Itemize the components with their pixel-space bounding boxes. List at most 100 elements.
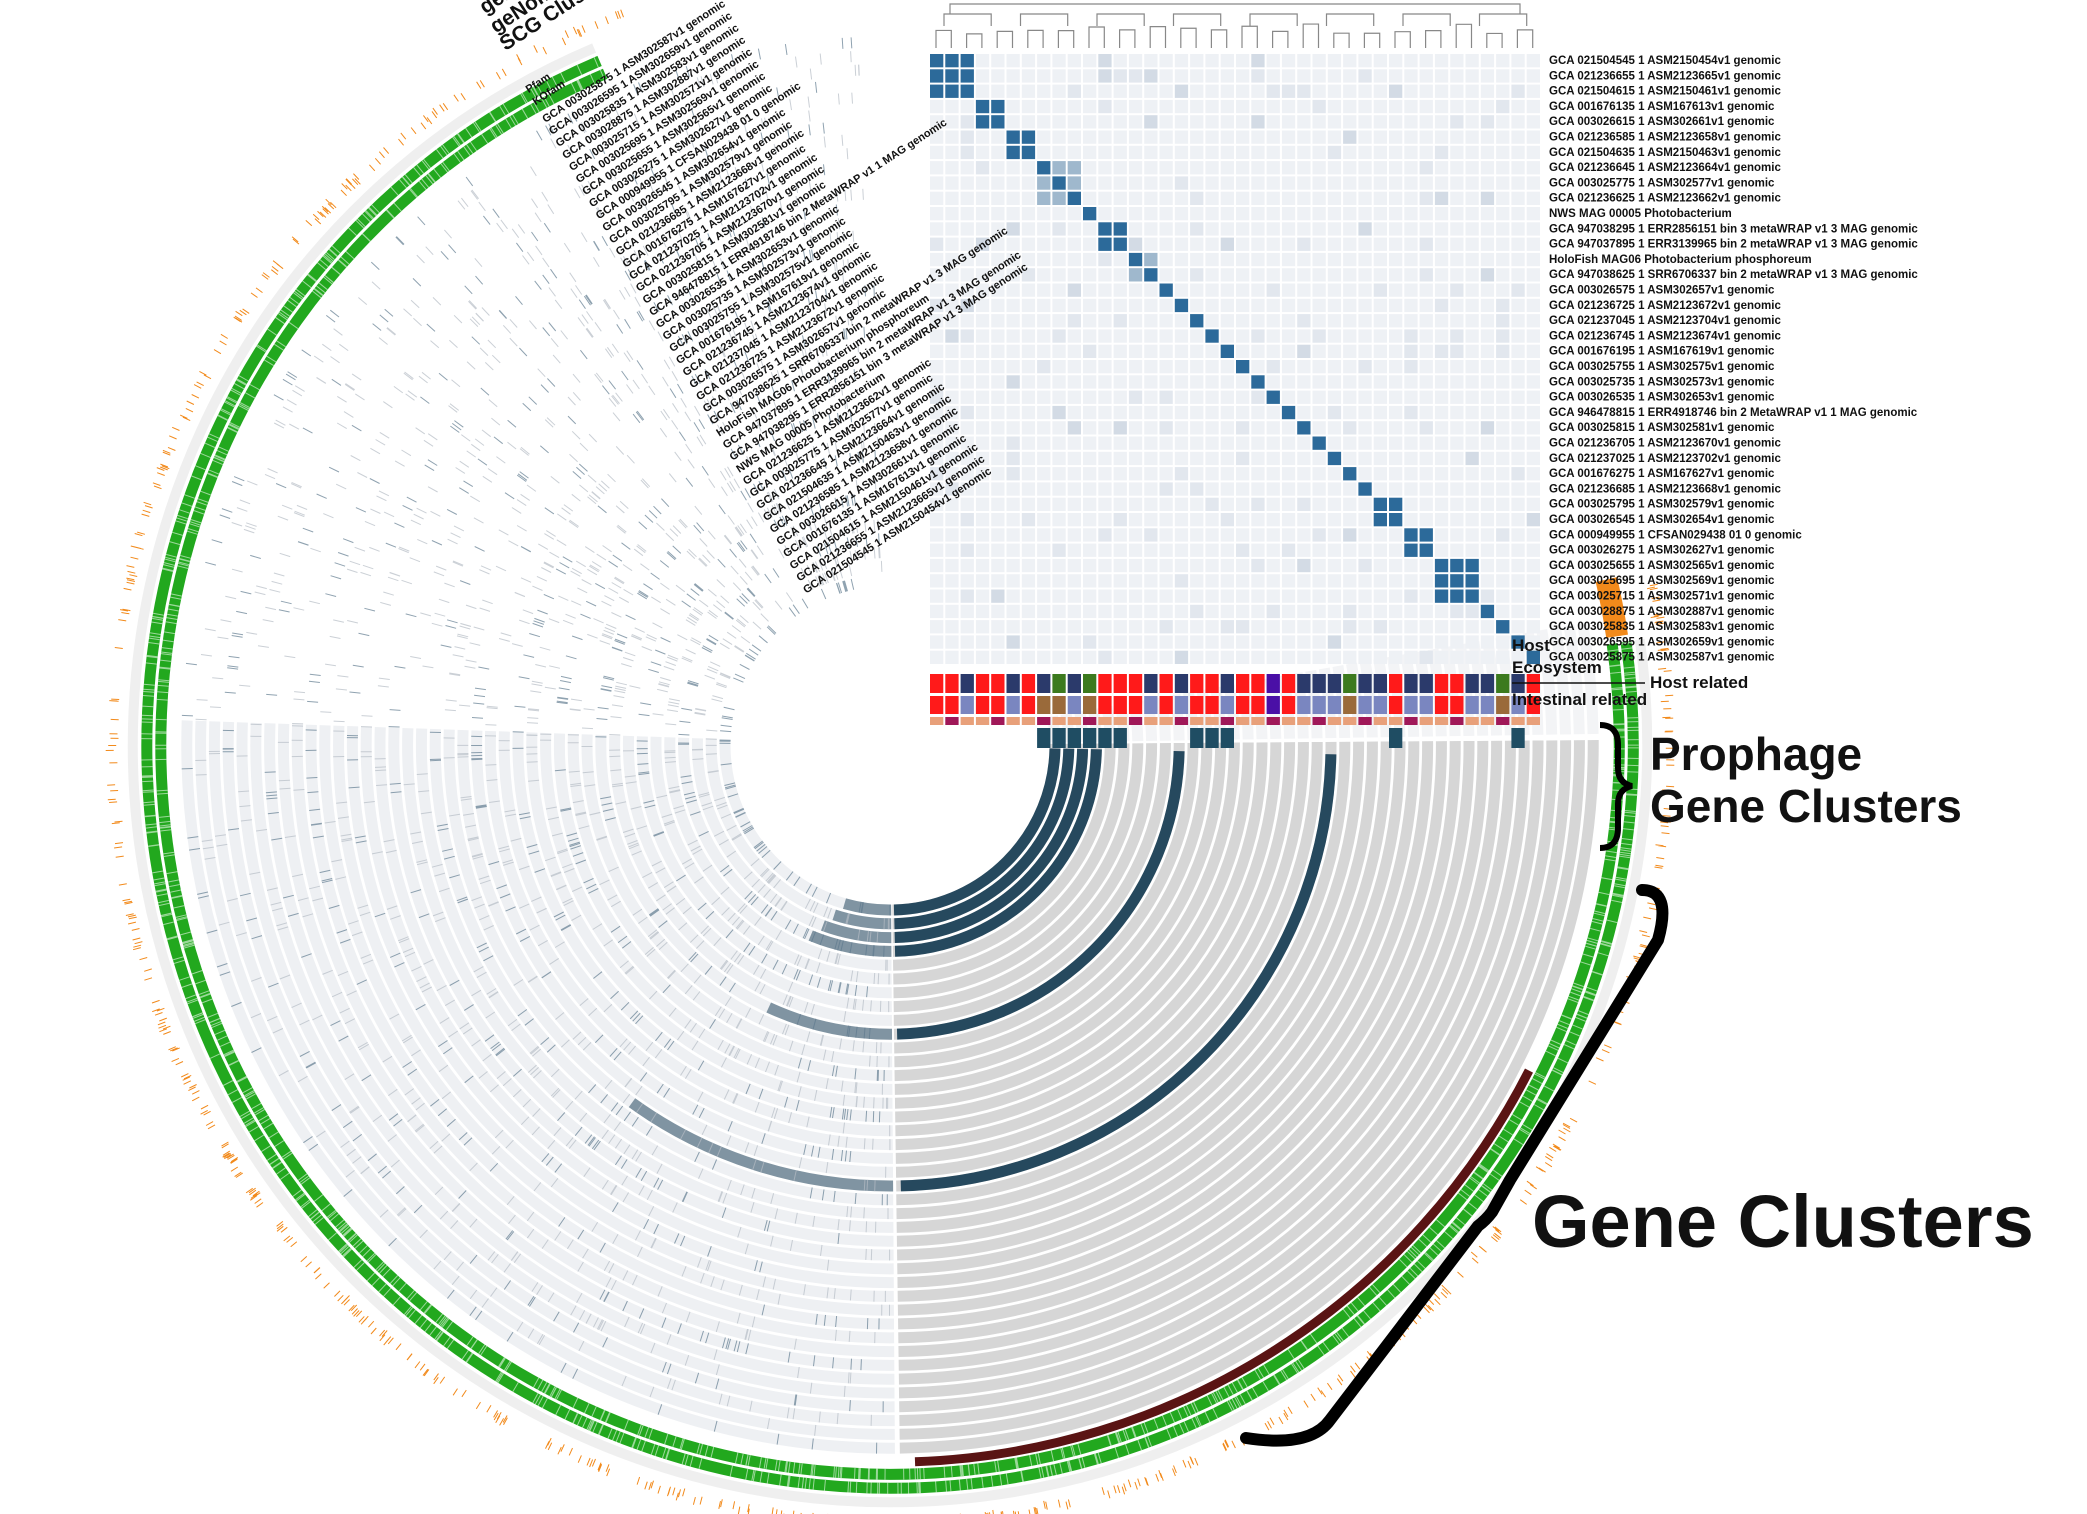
- heatmap-cell: [1266, 130, 1280, 144]
- heatmap-cell: [1037, 222, 1051, 236]
- heatmap-cell: [1266, 115, 1280, 129]
- heatmap-cell-similar: [1205, 329, 1219, 343]
- heatmap-cell: [1205, 650, 1219, 664]
- heatmap-cell: [1067, 130, 1081, 144]
- heatmap-cell: [1098, 390, 1112, 404]
- heatmap-cell: [1220, 69, 1234, 83]
- heatmap-cell: [1511, 405, 1525, 420]
- heatmap-cell: [930, 207, 944, 221]
- heatmap-cell: [1251, 283, 1265, 297]
- heatmap-cell: [1021, 451, 1036, 466]
- heatmap-cell: [1021, 375, 1036, 389]
- heatmap-cell: [1266, 161, 1280, 175]
- heatmap-cell: [975, 69, 990, 83]
- heatmap-cell: [1343, 405, 1357, 420]
- heatmap-cell: [945, 360, 959, 374]
- heatmap-cell: [1190, 54, 1204, 68]
- ecosystem-cell: [1343, 696, 1357, 714]
- heatmap-cell: [1526, 314, 1540, 328]
- heatmap-cell: [975, 528, 990, 542]
- heatmap-cell: [1327, 130, 1342, 144]
- heatmap-cell-similar: [991, 115, 1005, 129]
- genome-label: GCA 001676195 1 ASM167619v1 genomic: [1549, 346, 1775, 358]
- heatmap-cell: [1480, 222, 1495, 236]
- heatmap-cell: [1343, 145, 1357, 160]
- heatmap-cell-similar: [1465, 558, 1479, 573]
- heatmap-cell: [1098, 145, 1112, 160]
- heatmap-cell: [1526, 54, 1540, 68]
- heatmap-cell: [1343, 375, 1357, 389]
- heatmap-cell: [930, 405, 944, 420]
- host-related-cell: [1327, 717, 1342, 725]
- heatmap-cell: [1205, 451, 1219, 466]
- heatmap-cell: [1128, 390, 1143, 404]
- heatmap-cell: [1404, 191, 1418, 205]
- heatmap-cell: [1113, 344, 1127, 358]
- host-related-cell: [1389, 717, 1403, 725]
- heatmap-cell: [1190, 528, 1204, 542]
- heatmap-cell: [1083, 405, 1097, 420]
- heatmap-cell: [1159, 130, 1173, 144]
- ecosystem-cell: [1067, 696, 1081, 714]
- heatmap-cell: [1526, 161, 1540, 175]
- heatmap-cell: [1297, 176, 1311, 190]
- prophage-ring-39: [1577, 621, 1599, 735]
- heatmap-cell: [1450, 54, 1464, 68]
- heatmap-cell: [1098, 620, 1112, 634]
- heatmap-cell: [975, 298, 990, 313]
- heatmap-cell: [930, 344, 944, 358]
- heatmap-cell: [1144, 207, 1158, 221]
- heatmap-cell: [1281, 574, 1296, 588]
- heatmap-cell: [1266, 421, 1280, 435]
- accessory-gene-ticks-2: [691, 547, 881, 943]
- heatmap-cell: [1404, 574, 1418, 588]
- intestinal-related-cell: [1389, 728, 1403, 748]
- heatmap-cell: [1312, 314, 1326, 328]
- heatmap-cell: [1266, 635, 1280, 649]
- heatmap-cell: [960, 191, 974, 205]
- host-cell: [1404, 674, 1418, 693]
- genome-ring-accessory-24: [388, 727, 894, 1247]
- heatmap-cell: [1021, 635, 1036, 649]
- heatmap-cell: [1266, 528, 1280, 542]
- heatmap-cell: [1312, 620, 1326, 634]
- genome-ring-core-21: [896, 741, 1351, 1206]
- heatmap-cell: [1052, 650, 1066, 664]
- heatmap-cell: [1266, 482, 1280, 496]
- heatmap-cell: [1480, 161, 1495, 175]
- heatmap-cell: [1343, 176, 1357, 190]
- heatmap-cell: [1220, 268, 1234, 282]
- heatmap-cell: [930, 467, 944, 481]
- heatmap-cell: [1205, 99, 1219, 114]
- heatmap-cell: [1052, 589, 1066, 603]
- heatmap-cell: [945, 191, 959, 205]
- heatmap-cell: [1067, 207, 1081, 221]
- heatmap-cell: [1389, 54, 1403, 68]
- heatmap-cell: [945, 467, 959, 481]
- heatmap-cell: [1389, 283, 1403, 297]
- heatmap-cell: [1343, 54, 1357, 68]
- heatmap-cell-similar: [1190, 314, 1204, 328]
- heatmap-cell: [1496, 130, 1510, 144]
- heatmap-cell: [1098, 54, 1112, 68]
- heatmap-cell: [1083, 130, 1097, 144]
- heatmap-cell: [1480, 497, 1495, 511]
- heatmap-cell: [1052, 115, 1066, 129]
- heatmap-cell: [1434, 344, 1449, 358]
- intestinal-related-cell: [1190, 728, 1204, 748]
- heatmap-cell: [1174, 589, 1189, 603]
- genome-ring-accessory-8: [609, 735, 892, 1026]
- heatmap-cell: [1389, 191, 1403, 205]
- heatmap-cell: [1496, 298, 1510, 313]
- heatmap-cell: [1067, 467, 1081, 481]
- heatmap-cell: [1144, 650, 1158, 664]
- heatmap-cell: [1450, 497, 1464, 511]
- heatmap-cell: [1434, 375, 1449, 389]
- heatmap-cell: [1419, 69, 1433, 83]
- heatmap-cell: [1098, 207, 1112, 221]
- heatmap-cell: [1465, 405, 1479, 420]
- ecosystem-cell: [1297, 696, 1311, 714]
- host-related-cell: [1266, 717, 1280, 725]
- heatmap-cell: [1526, 390, 1540, 404]
- heatmap-cell: [1067, 436, 1081, 450]
